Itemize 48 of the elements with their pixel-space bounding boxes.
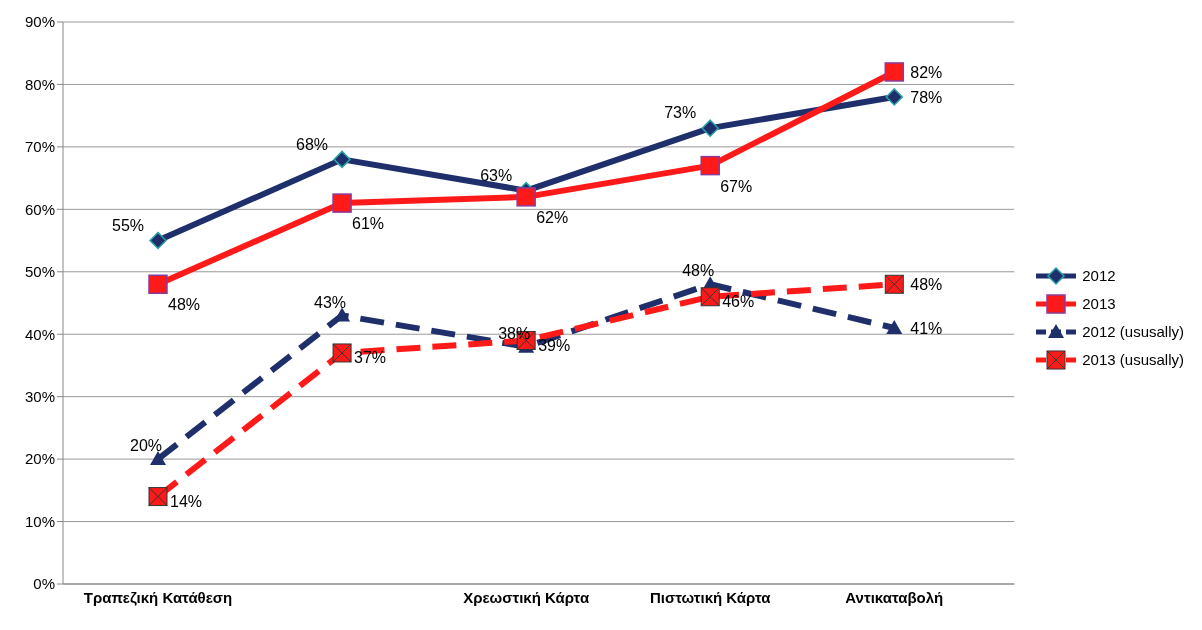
- data-label: 46%: [722, 292, 755, 310]
- data-label: 48%: [682, 262, 715, 280]
- point: [333, 150, 351, 169]
- data-label: 82%: [910, 64, 943, 82]
- data-label: 43%: [314, 293, 347, 311]
- x-tick-label: Πιστωτική Κάρτα: [650, 588, 772, 606]
- y-tick-label: 90%: [24, 13, 55, 31]
- data-label: 67%: [720, 177, 753, 195]
- data-label: 62%: [536, 209, 569, 227]
- data-label: 20%: [129, 437, 163, 455]
- point: [149, 231, 167, 250]
- legend-label: 2012 (ususally): [1082, 322, 1184, 342]
- y-tick-label: 30%: [24, 387, 55, 405]
- legend-label: 2013: [1082, 294, 1116, 314]
- point: [701, 119, 719, 137]
- data-label: 14%: [169, 492, 203, 510]
- data-label: 48%: [167, 296, 201, 314]
- y-tick-label: 80%: [24, 75, 55, 93]
- x-tick-label: Τραπεζική Κατάθεση: [83, 588, 233, 606]
- data-label: 41%: [910, 320, 943, 338]
- point: [886, 319, 903, 334]
- y-tick-label: 70%: [24, 138, 55, 156]
- point: [516, 187, 536, 207]
- data-label: 55%: [111, 216, 145, 234]
- y-tick-label: 50%: [24, 263, 55, 281]
- point: [332, 193, 352, 213]
- data-label: 68%: [296, 135, 329, 153]
- point: [885, 88, 904, 106]
- point: [148, 274, 168, 295]
- x-tick-label: Αντικαταβολή: [845, 588, 944, 606]
- data-label: 48%: [910, 276, 943, 294]
- y-tick-label: 10%: [24, 512, 55, 530]
- data-label: 38%: [498, 324, 531, 342]
- y-tick-label: 20%: [24, 450, 55, 468]
- x-tick-label: Χρεωστική Κάρτα: [463, 588, 590, 606]
- data-label: 78%: [910, 89, 943, 107]
- data-label: 37%: [354, 349, 387, 367]
- legend-label: 2013 (ususally): [1082, 350, 1184, 370]
- y-tick-label: 60%: [24, 200, 55, 218]
- y-tick-label: 0%: [33, 575, 55, 593]
- data-label: 73%: [664, 104, 697, 122]
- data-label: 61%: [352, 215, 385, 233]
- data-label: 39%: [538, 336, 571, 354]
- data-label: 63%: [480, 166, 513, 184]
- point: [884, 62, 905, 82]
- y-tick-label: 40%: [24, 325, 55, 343]
- legend-label: 2012: [1082, 266, 1116, 286]
- point: [150, 451, 166, 466]
